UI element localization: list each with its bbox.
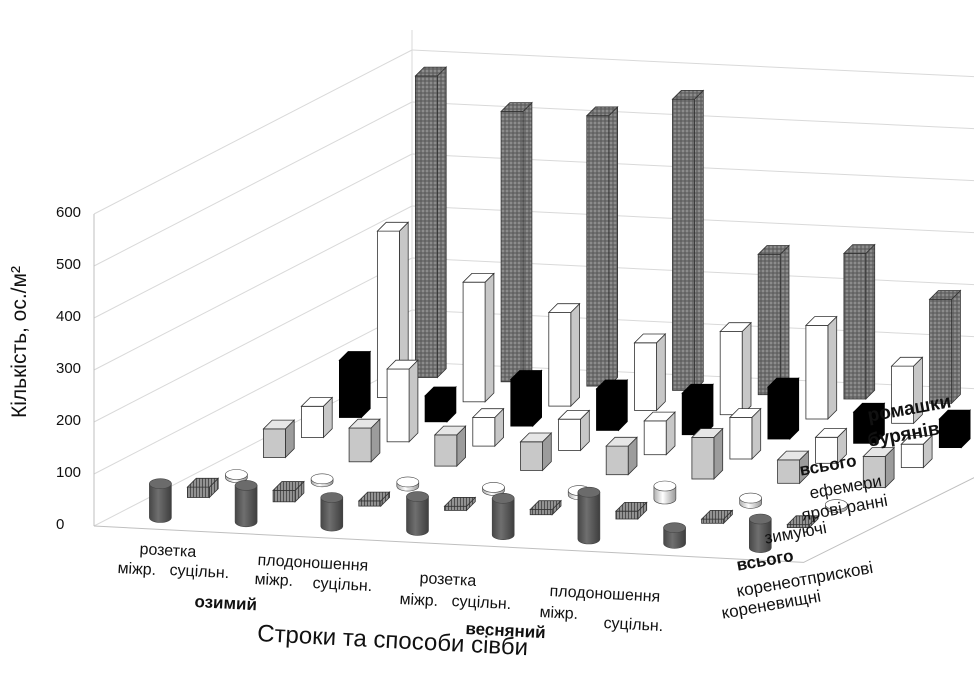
bar-s3-c6 <box>653 480 677 505</box>
bar-s4-c3 <box>433 425 467 468</box>
bar-s4-c2 <box>348 418 381 463</box>
bar-s7-c2 <box>462 272 495 403</box>
bar-s8-c7 <box>928 289 962 405</box>
floor-edges <box>93 477 974 563</box>
side-gridline-400 <box>93 153 413 319</box>
bar-s6-c3 <box>509 369 543 428</box>
bar-s1-c8 <box>748 513 772 553</box>
bar-s8-c3 <box>585 105 619 388</box>
bar-s2-c8 <box>786 514 820 529</box>
bar-s5-c7 <box>814 427 848 465</box>
side-gridline-100 <box>93 309 413 475</box>
bar-s5-c4 <box>557 409 591 452</box>
bar-s8-c6 <box>842 243 876 400</box>
bar-s6-c6 <box>766 377 800 440</box>
bar-s4-c6 <box>690 427 724 480</box>
x-category-1-line2: міжр. <box>117 560 157 579</box>
bar-s8-c4 <box>671 89 705 392</box>
x-category-6: суцільн. <box>451 593 512 614</box>
x-category-3-line2: міжр. <box>254 571 294 590</box>
bar-s1-c3 <box>320 492 344 532</box>
y-tick-600: 600 <box>56 204 82 221</box>
side-gridline-200 <box>93 257 413 423</box>
x-category-5-line2: міжр. <box>399 591 439 610</box>
bar-s2-c6 <box>614 501 648 520</box>
bar-s4-c4 <box>519 432 553 472</box>
side-gridline-600 <box>93 49 413 215</box>
bar-s5-c5 <box>643 411 676 456</box>
bar-s4-c7 <box>776 450 810 485</box>
y-tick-0: 0 <box>56 516 65 533</box>
bar-s1-c7 <box>663 522 686 549</box>
bar-s6-c8 <box>938 409 972 449</box>
bar-s3-c2 <box>310 473 334 488</box>
bar-s6-c4 <box>595 379 629 432</box>
bar-s7-c6 <box>804 315 838 420</box>
bar-s2-c1 <box>186 477 220 499</box>
bar-s2-c7 <box>700 509 734 525</box>
bar-s5-c6 <box>728 407 762 460</box>
bar-s6-c1 <box>338 350 372 419</box>
bar-s5-c2 <box>386 359 419 443</box>
y-tick-300: 300 <box>56 360 82 377</box>
gridline-500 <box>411 101 974 130</box>
bar-s6-c5 <box>681 383 714 436</box>
bar-s3-c4 <box>482 482 505 496</box>
bar-s2-c3 <box>357 491 391 508</box>
bar-s4-c1 <box>262 419 296 459</box>
bar-s7-c4 <box>633 333 667 412</box>
bar-s7-c7 <box>890 356 924 425</box>
y-axis-title: Кількість, ос./м² <box>8 266 31 418</box>
bar-s7-c3 <box>547 302 581 408</box>
x-group-label-1: озимий <box>194 592 258 615</box>
y-tick-100: 100 <box>56 464 82 481</box>
x-category-1-line1: розетка <box>139 541 197 561</box>
bar-s3-c3 <box>396 476 420 492</box>
bar-s5-c8 <box>900 434 934 469</box>
x-category-2: суцільн. <box>169 562 230 583</box>
bar-s1-c4 <box>406 491 429 536</box>
bar-s4-c8 <box>862 446 896 489</box>
y-tick-200: 200 <box>56 412 82 429</box>
gridline-600 <box>411 49 974 78</box>
bar-s1-c5 <box>491 493 515 540</box>
bar-s2-c5 <box>529 499 562 516</box>
bar-s7-c5 <box>719 321 752 416</box>
x-group-label-2: весняний <box>465 619 547 643</box>
bar-s1-c6 <box>577 486 601 545</box>
bar-s3-c8 <box>824 499 848 513</box>
chart-bars <box>149 66 972 553</box>
x-category-4: суцільн. <box>312 575 373 596</box>
bar-s1-c1 <box>149 478 172 523</box>
bar-s1-c2 <box>234 480 258 528</box>
x-category-5-line1: розетка <box>419 570 477 590</box>
bar-s6-c2 <box>424 386 457 423</box>
bar-s3-c7 <box>739 492 762 509</box>
y-tick-500: 500 <box>56 256 82 273</box>
bar-s4-c5 <box>605 436 638 476</box>
side-gridline-300 <box>93 205 413 371</box>
y-tick-400: 400 <box>56 308 82 325</box>
bar-s8-c1 <box>414 66 448 379</box>
bar-s2-c2 <box>272 480 305 503</box>
bar-s5-c1 <box>300 396 334 439</box>
side-gridline-500 <box>93 101 413 267</box>
bar-s8-c2 <box>500 101 533 383</box>
bar-s2-c4 <box>443 496 477 512</box>
gridline-400 <box>411 153 974 182</box>
gridline-300 <box>411 205 974 234</box>
bar-s6-c7 <box>852 402 886 445</box>
bar-s5-c3 <box>471 407 505 448</box>
x-category-7-line2: міжр. <box>539 604 579 623</box>
x-category-8: суцільн. <box>603 615 664 636</box>
bar-s8-c5 <box>757 244 790 396</box>
